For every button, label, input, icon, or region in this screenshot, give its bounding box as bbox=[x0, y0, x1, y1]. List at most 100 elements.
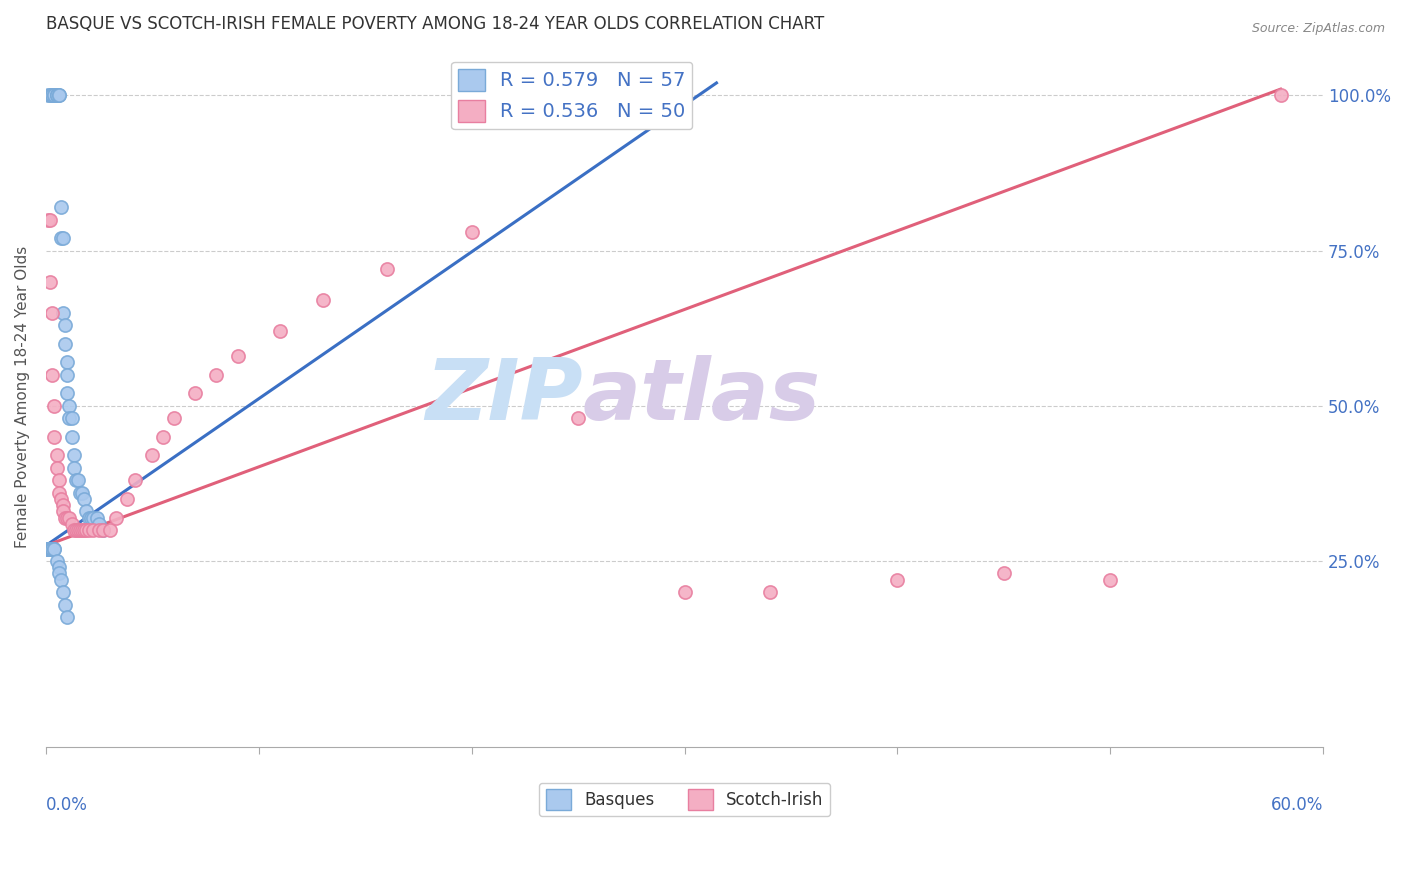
Point bbox=[79, 510, 101, 524]
Point bbox=[70, 485, 93, 500]
Point bbox=[105, 510, 128, 524]
Point bbox=[39, 541, 62, 556]
Point bbox=[269, 324, 291, 338]
Point bbox=[48, 566, 70, 581]
Point bbox=[65, 523, 87, 537]
Point bbox=[567, 411, 589, 425]
Point bbox=[44, 88, 66, 103]
Point bbox=[75, 504, 97, 518]
Point bbox=[37, 541, 59, 556]
Text: 0.0%: 0.0% bbox=[46, 797, 87, 814]
Point bbox=[62, 523, 84, 537]
Text: BASQUE VS SCOTCH-IRISH FEMALE POVERTY AMONG 18-24 YEAR OLDS CORRELATION CHART: BASQUE VS SCOTCH-IRISH FEMALE POVERTY AM… bbox=[46, 15, 824, 33]
Point bbox=[60, 430, 83, 444]
Point bbox=[115, 491, 138, 506]
Text: 60.0%: 60.0% bbox=[1271, 797, 1323, 814]
Point bbox=[66, 523, 89, 537]
Point bbox=[1099, 573, 1122, 587]
Point bbox=[73, 491, 96, 506]
Point bbox=[41, 541, 63, 556]
Point bbox=[184, 386, 207, 401]
Text: Source: ZipAtlas.com: Source: ZipAtlas.com bbox=[1251, 22, 1385, 36]
Point bbox=[58, 411, 80, 425]
Point bbox=[52, 231, 75, 245]
Point bbox=[56, 510, 79, 524]
Point bbox=[41, 88, 63, 103]
Point bbox=[37, 541, 59, 556]
Point bbox=[82, 523, 104, 537]
Point bbox=[48, 485, 70, 500]
Point bbox=[37, 541, 59, 556]
Point bbox=[53, 598, 76, 612]
Point bbox=[53, 336, 76, 351]
Point bbox=[673, 585, 696, 599]
Point bbox=[82, 510, 104, 524]
Point bbox=[205, 368, 228, 382]
Point bbox=[93, 523, 115, 537]
Point bbox=[69, 523, 91, 537]
Point bbox=[49, 491, 72, 506]
Point bbox=[758, 585, 780, 599]
Point bbox=[58, 510, 80, 524]
Point bbox=[52, 498, 75, 512]
Point bbox=[44, 88, 66, 103]
Point bbox=[41, 541, 63, 556]
Point bbox=[45, 88, 67, 103]
Point bbox=[52, 504, 75, 518]
Point bbox=[1270, 88, 1292, 103]
Point bbox=[69, 485, 91, 500]
Point bbox=[77, 523, 100, 537]
Point bbox=[39, 88, 62, 103]
Point bbox=[44, 399, 66, 413]
Point bbox=[45, 88, 67, 103]
Point bbox=[65, 473, 87, 487]
Point bbox=[460, 225, 482, 239]
Point bbox=[45, 449, 67, 463]
Point bbox=[48, 88, 70, 103]
Point bbox=[52, 585, 75, 599]
Point bbox=[58, 399, 80, 413]
Point bbox=[56, 368, 79, 382]
Point bbox=[49, 573, 72, 587]
Point bbox=[37, 212, 59, 227]
Point bbox=[45, 554, 67, 568]
Point bbox=[44, 541, 66, 556]
Point bbox=[93, 523, 115, 537]
Point bbox=[70, 523, 93, 537]
Point bbox=[49, 200, 72, 214]
Point bbox=[141, 449, 163, 463]
Point bbox=[56, 355, 79, 369]
Point bbox=[375, 262, 398, 277]
Point bbox=[62, 461, 84, 475]
Point bbox=[44, 430, 66, 444]
Point bbox=[163, 411, 186, 425]
Point bbox=[49, 231, 72, 245]
Point bbox=[124, 473, 146, 487]
Point bbox=[77, 510, 100, 524]
Point bbox=[37, 541, 59, 556]
Point bbox=[39, 541, 62, 556]
Legend: Basques, Scotch-Irish: Basques, Scotch-Irish bbox=[538, 782, 830, 816]
Point bbox=[39, 212, 62, 227]
Point bbox=[39, 541, 62, 556]
Point bbox=[86, 510, 108, 524]
Point bbox=[45, 461, 67, 475]
Point bbox=[98, 523, 121, 537]
Point bbox=[75, 523, 97, 537]
Point bbox=[60, 411, 83, 425]
Point bbox=[44, 541, 66, 556]
Point bbox=[48, 560, 70, 574]
Point bbox=[312, 293, 335, 308]
Point bbox=[886, 573, 908, 587]
Point bbox=[60, 516, 83, 531]
Text: atlas: atlas bbox=[582, 355, 821, 438]
Point bbox=[56, 610, 79, 624]
Point bbox=[152, 430, 174, 444]
Point bbox=[41, 541, 63, 556]
Point bbox=[37, 88, 59, 103]
Text: ZIP: ZIP bbox=[425, 355, 582, 438]
Point bbox=[993, 566, 1015, 581]
Point bbox=[48, 88, 70, 103]
Point bbox=[52, 306, 75, 320]
Point bbox=[39, 275, 62, 289]
